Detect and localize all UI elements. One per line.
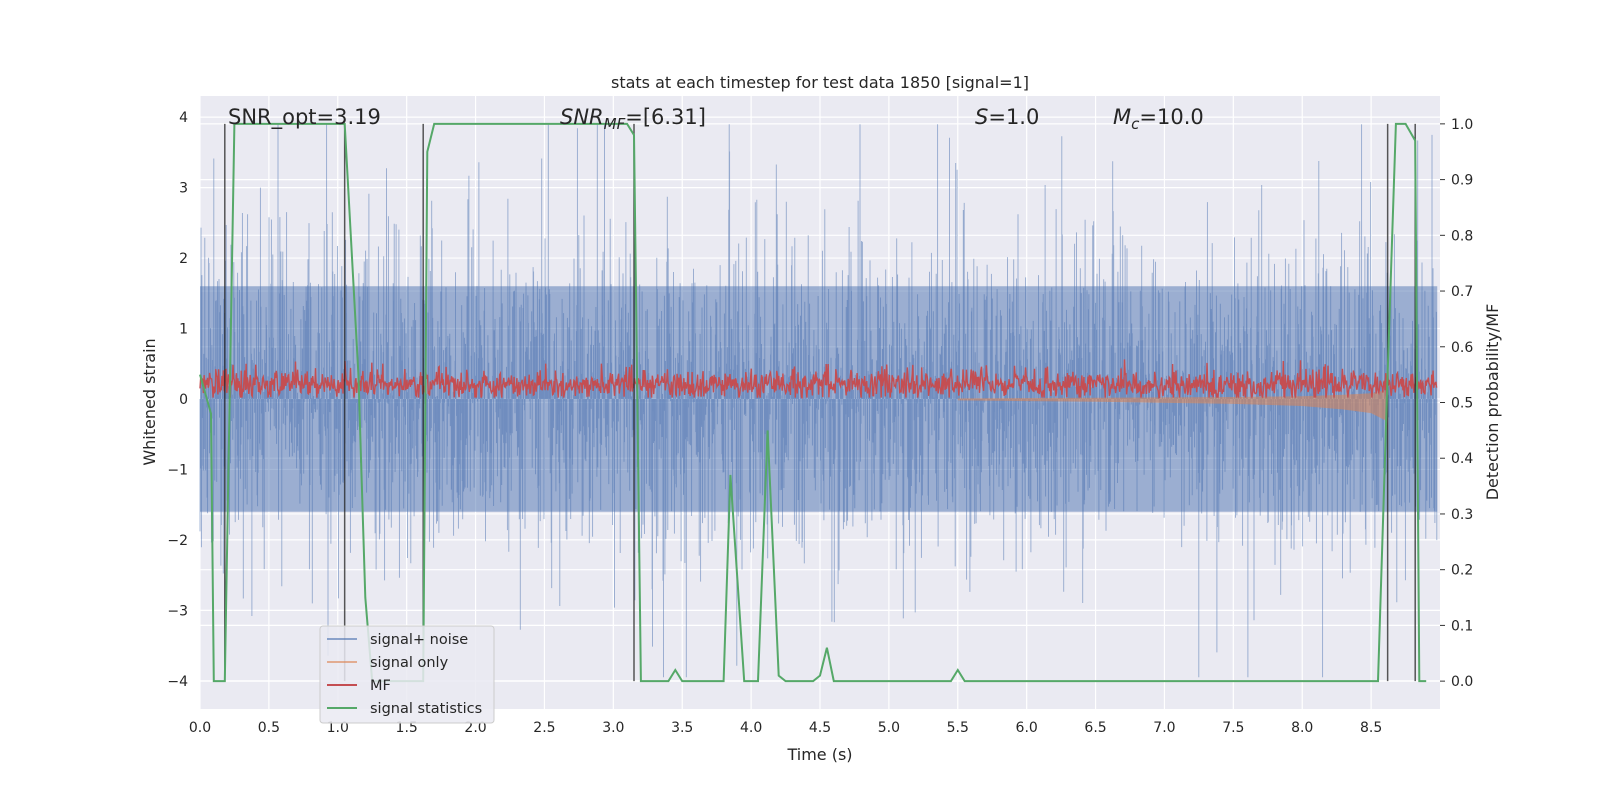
legend: signal+ noise signal only MF signal stat…	[319, 625, 495, 724]
legend-frame	[319, 625, 495, 724]
y2-tick-label: 0.0	[1451, 674, 1473, 690]
y2-tick-label: 0.3	[1451, 507, 1473, 523]
x-tick-label: 0.5	[258, 720, 280, 736]
x-tick-label: 2.5	[533, 720, 555, 736]
legend-label-signal-only: signal only	[370, 655, 449, 671]
mc-value: =10.0	[1139, 105, 1203, 129]
x-tick-label: 7.5	[1222, 720, 1244, 736]
y-tick-label: −2	[167, 533, 188, 549]
x-tick-label: 5.5	[947, 720, 969, 736]
y-tick-label: 1	[179, 322, 188, 338]
signal-statistics-line	[199, 122, 1427, 683]
y-tick-label: 4	[179, 110, 188, 126]
x-tick-label: 6.5	[1084, 720, 1106, 736]
axis-layer: 0.0 0.5 1.0 1.5 2.0 2.5 3.0 3.5 4.0 4.5 5.0 5.5 6.0 6…	[167, 110, 1473, 736]
y2-tick-label: 0.6	[1451, 340, 1473, 356]
y-tick-label: 3	[179, 181, 188, 197]
x-tick-label: 2.0	[464, 720, 486, 736]
x-tick-label: 7.0	[1153, 720, 1175, 736]
snr-opt-annotation: SNR_opt=3.19	[228, 105, 381, 130]
snr-mf-annotation: SNRMF=[6.31]	[560, 105, 706, 133]
x-tick-label: 4.5	[809, 720, 831, 736]
x-tick-label: 6.0	[1016, 720, 1038, 736]
y-tick-label: 0	[179, 392, 188, 408]
y2-tick-label: 0.9	[1451, 173, 1473, 189]
y2-tick-label: 0.8	[1451, 228, 1473, 244]
y-tick-label: −3	[167, 603, 188, 619]
snr-mf-value: =[6.31]	[625, 105, 706, 129]
legend-label-signal-statistics: signal statistics	[370, 701, 482, 717]
y2-tick-label: 0.7	[1451, 284, 1473, 300]
s-value: =1.0	[988, 105, 1039, 129]
y2-tick-label: 0.4	[1451, 451, 1473, 467]
s-symbol: S	[975, 105, 988, 129]
x-tick-label: 8.0	[1291, 720, 1313, 736]
y2-tick-label: 1.0	[1451, 117, 1473, 133]
signal-only-line	[957, 386, 1388, 431]
data-layer	[199, 122, 1438, 683]
mf-line	[199, 359, 1438, 400]
legend-label-signal-noise: signal+ noise	[370, 632, 468, 648]
snr-mf-symbol: SNR	[560, 105, 604, 129]
y2-tick-label: 0.2	[1451, 563, 1473, 579]
mc-symbol: M	[1113, 105, 1131, 129]
x-tick-label: 8.5	[1360, 720, 1382, 736]
x-tick-label: 0.0	[189, 720, 211, 736]
y2-axis-label: Detection probability/MF	[1483, 304, 1502, 501]
legend-label-mf: MF	[370, 678, 391, 694]
x-tick-label: 3.5	[671, 720, 693, 736]
y-axis-label: Whitened strain	[140, 338, 159, 465]
y-tick-label: −1	[167, 462, 188, 478]
x-tick-label: 4.0	[740, 720, 762, 736]
s-annotation: S=1.0	[975, 105, 1039, 129]
mc-subscript: c	[1131, 115, 1140, 133]
y-tick-label: −4	[167, 674, 188, 690]
x-tick-label: 1.5	[396, 720, 418, 736]
snr-mf-subscript: MF	[604, 115, 626, 133]
y2-tick-label: 0.5	[1451, 396, 1473, 412]
y-tick-label: 2	[179, 251, 188, 267]
y2-tick-label: 0.1	[1451, 618, 1473, 634]
x-tick-label: 3.0	[602, 720, 624, 736]
chart-title: stats at each timestep for test data 185…	[611, 73, 1029, 92]
x-axis-label: Time (s)	[786, 745, 852, 764]
x-tick-label: 1.0	[327, 720, 349, 736]
mc-annotation: Mc=10.0	[1113, 105, 1204, 133]
x-tick-label: 5.0	[878, 720, 900, 736]
